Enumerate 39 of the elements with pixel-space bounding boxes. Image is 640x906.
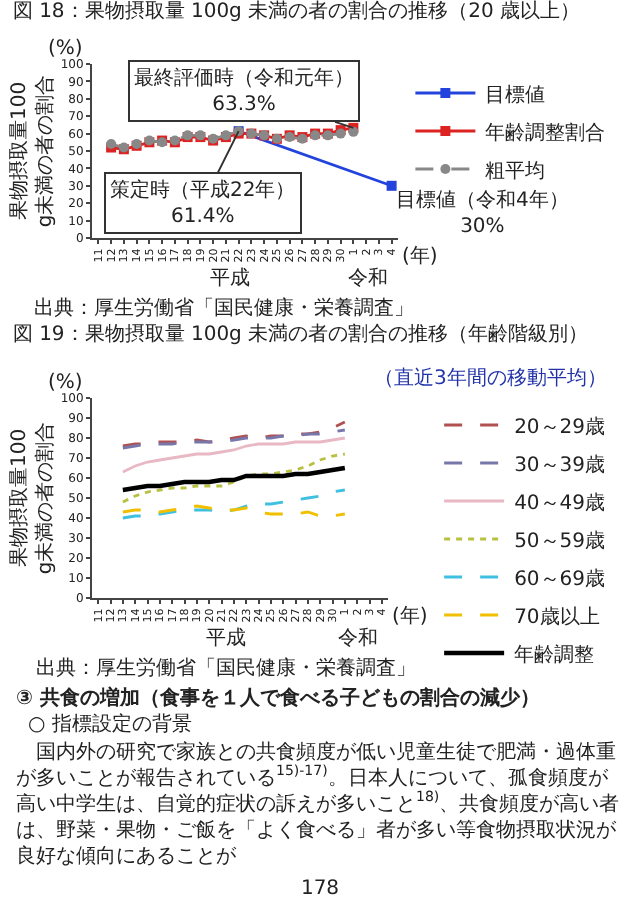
legend-label: 30～39歳 <box>514 452 606 477</box>
text: (%) <box>48 38 83 60</box>
annotation: 目標値（令和4年） 30% <box>396 188 569 238</box>
legend-label: 20～29歳 <box>514 414 606 439</box>
text: （直近3年間の移動平均） <box>374 366 607 390</box>
text: ○ 指標設定の背景 <box>28 712 194 738</box>
line-series <box>121 452 347 504</box>
legend-label: 70歳以上 <box>514 604 600 629</box>
text: ③ 共食の増加（食事を１人で食べる子どもの割合の減少） <box>16 686 542 712</box>
legend-label: 年齢調整割合 <box>485 120 606 145</box>
y-axis-title: 果物摂取量100g未満の者の割合 <box>6 74 57 228</box>
line-series <box>121 420 347 448</box>
line-series <box>121 436 347 474</box>
text: (%) <box>48 372 83 394</box>
text: 平成 <box>206 626 246 650</box>
source-note: 出典：厚生労働省「国民健康・栄養調査」 <box>34 296 414 320</box>
text: 178 <box>298 876 342 902</box>
text: 国内外の研究で家族との共食頻度が低い児童生徒で肥満・過体重が多いことが報告されている$^{15)-17)}$。日本人について、孤食頻度が高い中学生は、自覚的症状の訴えが多いこと$^{18)}$、共食頻度が高い者は、野菜・果物・ご飯を「よく食べる」者が多い等食物摂取状況が良好な傾向にあることが <box>16 742 620 868</box>
line-series <box>121 488 347 520</box>
y-axis-title: 果物摂取量100g未満の者の割合 <box>6 421 57 575</box>
chart-title: 図 18：果物摂取量 100g 未満の者の割合の推移（20 歳以上） <box>12 0 581 24</box>
text: (年) <box>392 604 428 628</box>
legend-label: 40～49歳 <box>514 490 606 515</box>
legend-label: 年齢調整 <box>514 642 595 667</box>
legend-label: 粗平均 <box>485 158 546 183</box>
source-note: 出典：厚生労働省「国民健康・栄養調査」 <box>36 656 416 680</box>
legend-label: 50～59歳 <box>514 528 606 553</box>
line-series <box>121 428 347 450</box>
text: (年) <box>402 244 438 268</box>
text: 令和 <box>348 266 388 290</box>
legend-label: 60～69歳 <box>514 566 606 591</box>
legend-label: 目標値 <box>485 82 546 107</box>
text: 令和 <box>338 626 378 650</box>
point <box>386 180 397 191</box>
chart-title: 図 19：果物摂取量 100g 未満の者の割合の推移（年齢階級別） <box>12 321 589 346</box>
line-series <box>120 465 348 493</box>
annotation: 最終評価時（令和元年） 63.3% <box>134 66 354 116</box>
text: 平成 <box>210 266 250 290</box>
annotation: 策定時（平成22年） 61.4% <box>110 178 296 228</box>
